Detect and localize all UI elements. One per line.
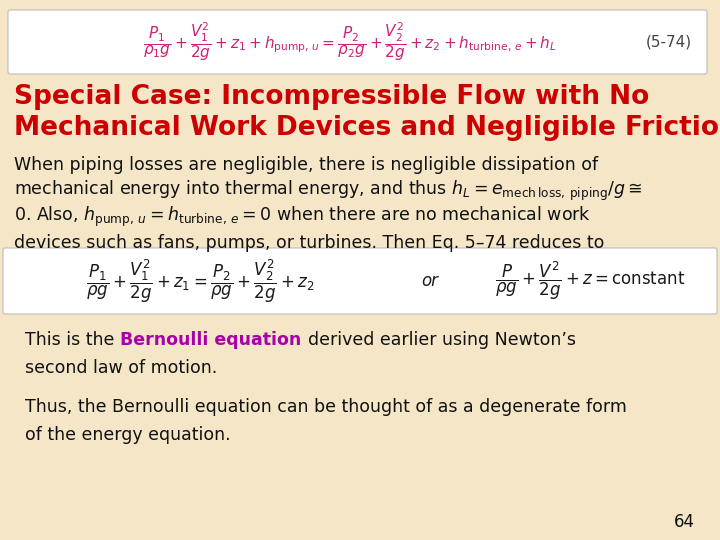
Text: second law of motion.: second law of motion.	[25, 359, 217, 377]
Text: Bernoulli equation: Bernoulli equation	[120, 331, 301, 349]
Text: This is the: This is the	[25, 331, 120, 349]
Text: or: or	[421, 272, 438, 290]
Text: $\dfrac{P_1}{\rho_1 g} + \dfrac{V_1^2}{2g} + z_1 + h_{\mathrm{pump},\,u} = \dfra: $\dfrac{P_1}{\rho_1 g} + \dfrac{V_1^2}{2…	[143, 21, 557, 64]
Text: (5-74): (5-74)	[646, 35, 692, 50]
Text: 0. Also, $h_{\mathrm{pump},\,u} = h_{\mathrm{turbine},\,e} = 0$ when there are n: 0. Also, $h_{\mathrm{pump},\,u} = h_{\ma…	[14, 205, 591, 229]
FancyBboxPatch shape	[8, 10, 707, 74]
Text: When piping losses are negligible, there is negligible dissipation of: When piping losses are negligible, there…	[14, 156, 598, 174]
Text: $\dfrac{P}{\rho g} + \dfrac{V^2}{2g} + z = \mathrm{constant}$: $\dfrac{P}{\rho g} + \dfrac{V^2}{2g} + z…	[495, 260, 685, 302]
Text: Special Case: Incompressible Flow with No: Special Case: Incompressible Flow with N…	[14, 84, 649, 110]
Text: 64: 64	[674, 513, 695, 531]
Text: derived earlier using Newton’s: derived earlier using Newton’s	[308, 331, 576, 349]
Text: mechanical energy into thermal energy, and thus $h_L = e_{\mathrm{mech\,loss,\,p: mechanical energy into thermal energy, a…	[14, 179, 642, 203]
Text: of the energy equation.: of the energy equation.	[25, 426, 230, 444]
Text: Mechanical Work Devices and Negligible Friction: Mechanical Work Devices and Negligible F…	[14, 115, 720, 141]
Text: $\dfrac{P_1}{\rho g} + \dfrac{V_1^2}{2g} + z_1 = \dfrac{P_2}{\rho g} + \dfrac{V_: $\dfrac{P_1}{\rho g} + \dfrac{V_1^2}{2g}…	[86, 258, 314, 305]
Text: Thus, the Bernoulli equation can be thought of as a degenerate form: Thus, the Bernoulli equation can be thou…	[25, 398, 627, 416]
FancyBboxPatch shape	[3, 248, 717, 314]
Text: devices such as fans, pumps, or turbines. Then Eq. 5–74 reduces to: devices such as fans, pumps, or turbines…	[14, 234, 604, 252]
